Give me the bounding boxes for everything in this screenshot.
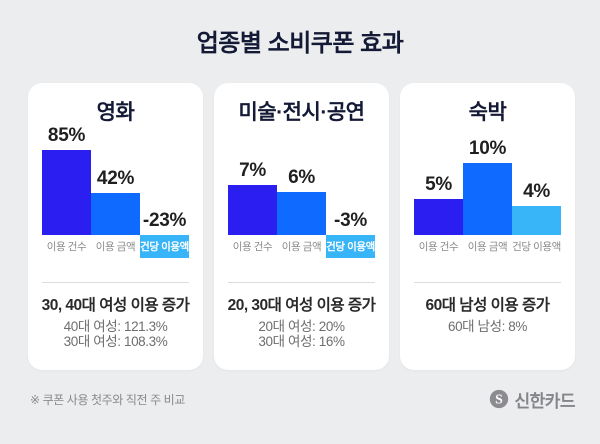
summary-line: 40대 여성: 121.3% xyxy=(63,319,168,334)
category-label: 이용 금액 xyxy=(95,241,136,253)
category-label: 이용 건수 xyxy=(46,241,87,253)
value-label: 5% xyxy=(425,174,452,195)
value-label: 42% xyxy=(96,168,135,189)
chart-column: 85% xyxy=(42,125,91,235)
summary-line: 20대 여성: 20% xyxy=(258,319,345,334)
divider xyxy=(228,282,375,283)
category-label: 이용 건수 xyxy=(418,241,459,253)
bar xyxy=(414,199,463,235)
panel-card-lodging: 숙박 5% 10% 4% 이용 건수 이용 금액 건당 이용액 60대 남성 이… xyxy=(400,83,575,370)
summary: 20, 30대 여성 이용 증가 20대 여성: 20% 30대 여성: 16% xyxy=(214,295,389,349)
category-label: 건당 이용액 xyxy=(512,241,561,253)
summary-title: 20, 30대 여성 이용 증가 xyxy=(227,297,376,314)
summary-line: 30대 여성: 16% xyxy=(258,334,345,349)
chart-column: 5% xyxy=(414,174,463,235)
bar xyxy=(42,150,91,235)
chart-column: -23% xyxy=(140,210,189,235)
value-label: -3% xyxy=(334,210,367,231)
bar xyxy=(512,206,561,235)
category-label: 이용 건수 xyxy=(232,241,273,253)
category-label: 이용 금액 xyxy=(281,241,322,253)
panel-title: 영화 xyxy=(96,101,135,124)
value-label: -23% xyxy=(142,210,187,231)
value-label: 7% xyxy=(239,159,266,181)
bar-chart: 7% 6% -3% xyxy=(228,83,375,235)
chart-column: -3% xyxy=(326,210,375,235)
bar-chart: 5% 10% 4% xyxy=(414,83,561,235)
summary: 30, 40대 여성 이용 증가 40대 여성: 121.3% 30대 여성: … xyxy=(28,295,203,349)
brand-logo: S 신한카드 xyxy=(489,387,575,412)
panel-title: 미술·전시·공연 xyxy=(238,101,365,124)
page-title: 업종별 소비쿠폰 효과 xyxy=(196,30,404,57)
panel-row: 영화 85% 42% -23% 이용 건수 이용 금액 건당 이용액 30, 4… xyxy=(28,83,575,370)
brand-name: 신한카드 xyxy=(514,391,575,411)
bar xyxy=(277,191,326,235)
bar xyxy=(91,193,140,235)
value-label: 85% xyxy=(47,125,86,146)
category-row: 이용 건수 이용 금액 건당 이용액 xyxy=(42,235,189,258)
bar xyxy=(228,184,277,235)
shinhan-symbol-icon: S xyxy=(490,389,509,409)
chart-column: 6% xyxy=(277,167,326,235)
chart-column: 7% xyxy=(228,160,277,235)
summary-line: 30대 여성: 108.3% xyxy=(63,334,168,349)
value-label: 10% xyxy=(468,138,507,159)
category-row: 이용 건수 이용 금액 건당 이용액 xyxy=(228,235,375,258)
svg-text:S: S xyxy=(496,391,504,406)
category-label: 건당 이용액 xyxy=(326,235,375,258)
panel-card-movies: 영화 85% 42% -23% 이용 건수 이용 금액 건당 이용액 30, 4… xyxy=(28,83,203,370)
chart-column: 10% xyxy=(463,138,512,235)
footnote: ※ 쿠폰 사용 첫주와 직전 주 비교 xyxy=(30,392,185,407)
chart-column: 42% xyxy=(91,168,140,235)
value-label: 4% xyxy=(523,181,550,203)
summary: 60대 남성 이용 증가 60대 남성: 8% xyxy=(400,295,575,334)
summary-title: 30, 40대 여성 이용 증가 xyxy=(41,297,190,314)
category-label: 이용 금액 xyxy=(467,241,508,253)
bar xyxy=(463,163,512,235)
footer: ※ 쿠폰 사용 첫주와 직전 주 비교 S 신한카드 xyxy=(30,387,575,412)
value-label: 6% xyxy=(288,166,315,188)
summary-line: 60대 남성: 8% xyxy=(447,319,528,334)
divider xyxy=(414,282,561,283)
panel-title: 숙박 xyxy=(468,101,507,124)
divider xyxy=(42,282,189,283)
panel-card-art-exhibition: 미술·전시·공연 7% 6% -3% 이용 건수 이용 금액 건당 이용액 20… xyxy=(214,83,389,370)
bar-chart: 85% 42% -23% xyxy=(42,83,189,235)
category-row: 이용 건수 이용 금액 건당 이용액 xyxy=(414,235,562,258)
summary-title: 60대 남성 이용 증가 xyxy=(425,297,550,314)
category-label: 건당 이용액 xyxy=(140,235,189,258)
chart-column: 4% xyxy=(512,181,561,235)
